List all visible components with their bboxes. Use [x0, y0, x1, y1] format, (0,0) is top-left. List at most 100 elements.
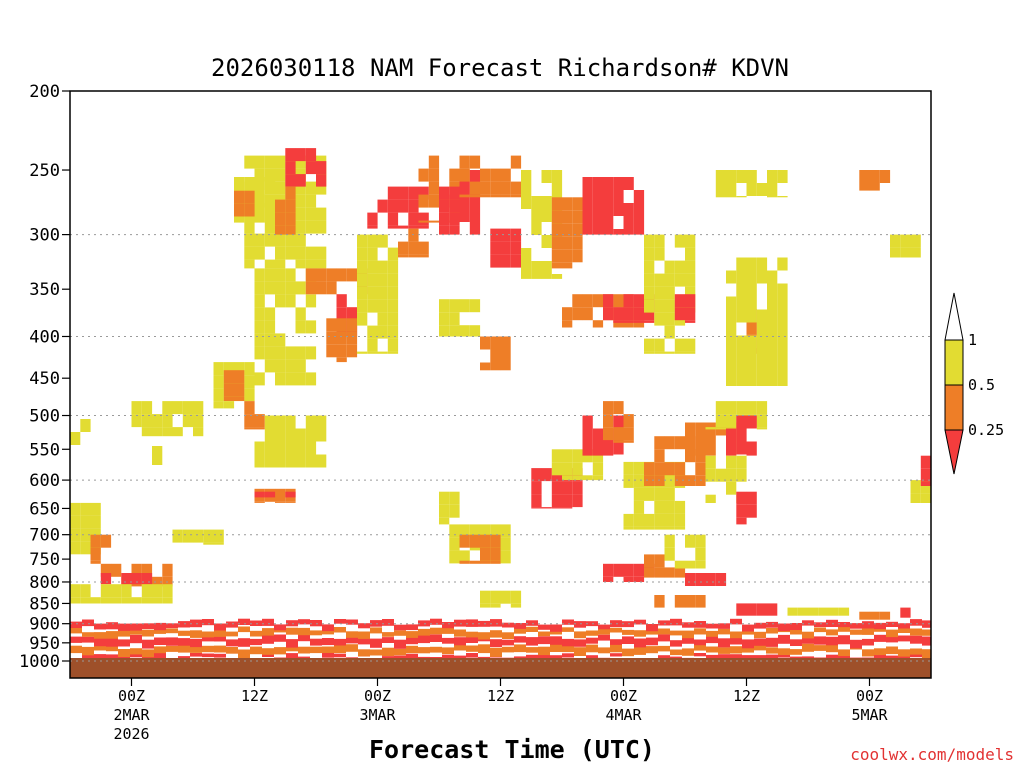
ri-cell	[490, 547, 501, 561]
ri-cell	[244, 414, 255, 428]
boundary-layer-cell	[718, 654, 730, 658]
ri-cell	[674, 513, 686, 527]
ri-cell	[346, 307, 358, 321]
boundary-layer-cell	[166, 623, 178, 629]
ri-cell	[490, 168, 501, 182]
ri-cell	[664, 325, 675, 339]
boundary-layer-cell	[154, 653, 166, 659]
ri-cell	[603, 177, 614, 190]
ri-cell	[316, 207, 327, 221]
ri-cell	[70, 502, 81, 516]
ri-cell	[726, 441, 737, 455]
ri-cell	[305, 194, 317, 208]
boundary-layer-cell	[646, 646, 658, 654]
ri-cell	[777, 348, 788, 362]
y-axis: 200 250 300 350 400 450 500 550 600 650 700 750 8008…	[19, 82, 70, 672]
boundary-layer-cell	[742, 639, 754, 649]
ri-cell	[254, 333, 265, 347]
boundary-layer-cell	[94, 638, 106, 647]
ri-cell	[879, 170, 891, 183]
ri-cell	[736, 428, 747, 442]
ri-cell	[459, 325, 470, 337]
boundary-layer-cell	[754, 638, 766, 646]
legend-bin	[944, 384, 964, 431]
ri-cell	[521, 183, 532, 196]
ri-cell	[623, 576, 634, 582]
ri-cell	[336, 344, 347, 358]
boundary-layer-cell	[454, 644, 466, 651]
boundary-layer-cell	[886, 635, 898, 643]
ri-cell	[295, 307, 306, 321]
ri-cell	[582, 449, 593, 463]
boundary-layer-cell	[694, 621, 706, 628]
ri-cell	[357, 312, 368, 326]
ri-cell	[572, 197, 583, 211]
ri-cell	[254, 501, 265, 503]
ri-cell	[767, 183, 778, 196]
ri-cell	[285, 441, 296, 455]
ri-cell	[736, 504, 747, 518]
ri-cell	[736, 296, 747, 310]
boundary-layer-cell	[682, 636, 694, 644]
ri-cell	[213, 542, 224, 545]
boundary-layer-cell	[766, 627, 778, 634]
boundary-layer-cell	[226, 621, 238, 628]
ri-cell	[223, 401, 235, 409]
boundary-layer-cell	[442, 628, 454, 634]
boundary-layer-cell	[382, 656, 394, 660]
ri-cell	[285, 233, 296, 247]
boundary-layer-cell	[538, 624, 550, 630]
ri-cell	[357, 273, 368, 287]
ri-cell	[746, 374, 757, 386]
boundary-layer-cell	[634, 619, 646, 625]
ri-cell	[746, 170, 757, 183]
ri-cell	[172, 427, 183, 437]
boundary-layer-cell	[226, 647, 238, 654]
ri-cell	[264, 203, 276, 216]
ri-cell	[746, 504, 757, 518]
ri-cell	[254, 190, 265, 203]
ri-cell	[685, 573, 696, 586]
x-tick-label: 00Z	[118, 687, 145, 705]
ri-cell	[562, 320, 573, 328]
ri-cell	[490, 181, 501, 195]
ri-cell	[244, 362, 255, 376]
boundary-layer-cell	[922, 649, 931, 659]
boundary-layer-cell	[262, 648, 274, 655]
ri-cell	[756, 374, 768, 386]
ri-cell	[316, 181, 327, 195]
boundary-layer-cell	[598, 624, 610, 630]
ri-cell	[644, 475, 655, 486]
ri-cell	[500, 590, 511, 604]
ri-cell	[152, 414, 163, 428]
ri-cell	[275, 359, 286, 373]
ri-cell	[162, 427, 173, 437]
boundary-layer-cell	[754, 631, 766, 639]
x-axis-label: Forecast Time (UTC)	[369, 735, 655, 764]
ri-cell	[644, 260, 655, 274]
ri-cell	[767, 309, 778, 323]
ri-cell	[920, 468, 931, 482]
ri-cell	[398, 199, 409, 213]
boundary-layer-cell	[658, 620, 670, 626]
ri-cell	[418, 194, 429, 208]
ri-cell	[326, 281, 337, 295]
ri-cell	[756, 361, 768, 375]
ri-cell	[613, 177, 624, 190]
ri-cell	[756, 414, 768, 428]
boundary-layer-cell	[382, 637, 394, 643]
ri-cell	[685, 294, 696, 308]
boundary-layer-cell	[562, 653, 574, 658]
boundary-layer-cell	[466, 635, 478, 643]
ri-cell	[674, 500, 686, 514]
boundary-layer-cell	[406, 645, 418, 654]
boundary-layer-cell	[454, 637, 466, 646]
ri-cell	[603, 441, 614, 455]
ri-cell	[613, 441, 624, 455]
ri-cell	[480, 362, 491, 371]
ri-cell	[859, 183, 870, 191]
ri-cell	[654, 436, 665, 450]
ri-cell	[685, 475, 696, 486]
ri-cell	[767, 603, 778, 616]
ri-cell	[295, 372, 306, 386]
